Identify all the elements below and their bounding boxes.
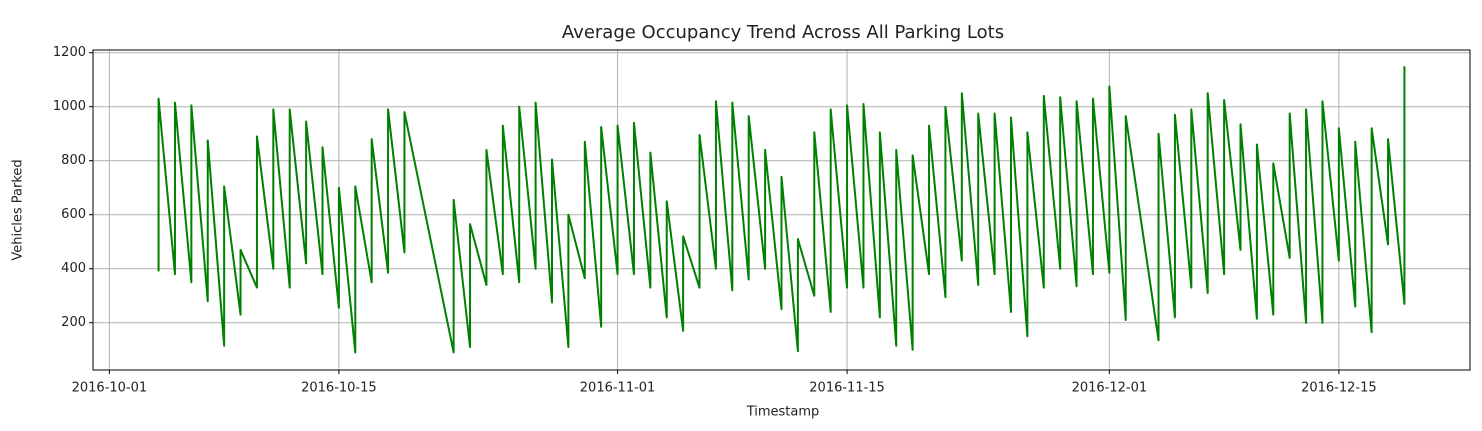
y-tick-label: 1000 xyxy=(53,99,86,114)
x-tick-label: 2016-12-01 xyxy=(1072,381,1148,396)
chart-title: Average Occupancy Trend Across All Parki… xyxy=(562,22,1004,43)
y-tick-label: 600 xyxy=(61,207,86,222)
y-tick-label: 800 xyxy=(61,153,86,168)
line-series xyxy=(157,66,1406,354)
x-tick-label: 2016-10-15 xyxy=(301,381,377,396)
x-tick-label: 2016-11-01 xyxy=(580,381,656,396)
x-tick-label: 2016-10-01 xyxy=(72,381,148,396)
x-tick-label: 2016-12-15 xyxy=(1301,381,1377,396)
y-tick-label: 400 xyxy=(61,261,86,276)
x-tick-label: 2016-11-15 xyxy=(809,381,885,396)
plot-frame xyxy=(92,49,1471,371)
x-axis-label: Timestamp xyxy=(746,405,820,420)
y-tick-label: 200 xyxy=(61,315,86,330)
y-axis-label: Vehicles Parked xyxy=(11,159,26,260)
y-tick-label: 1200 xyxy=(53,45,86,60)
